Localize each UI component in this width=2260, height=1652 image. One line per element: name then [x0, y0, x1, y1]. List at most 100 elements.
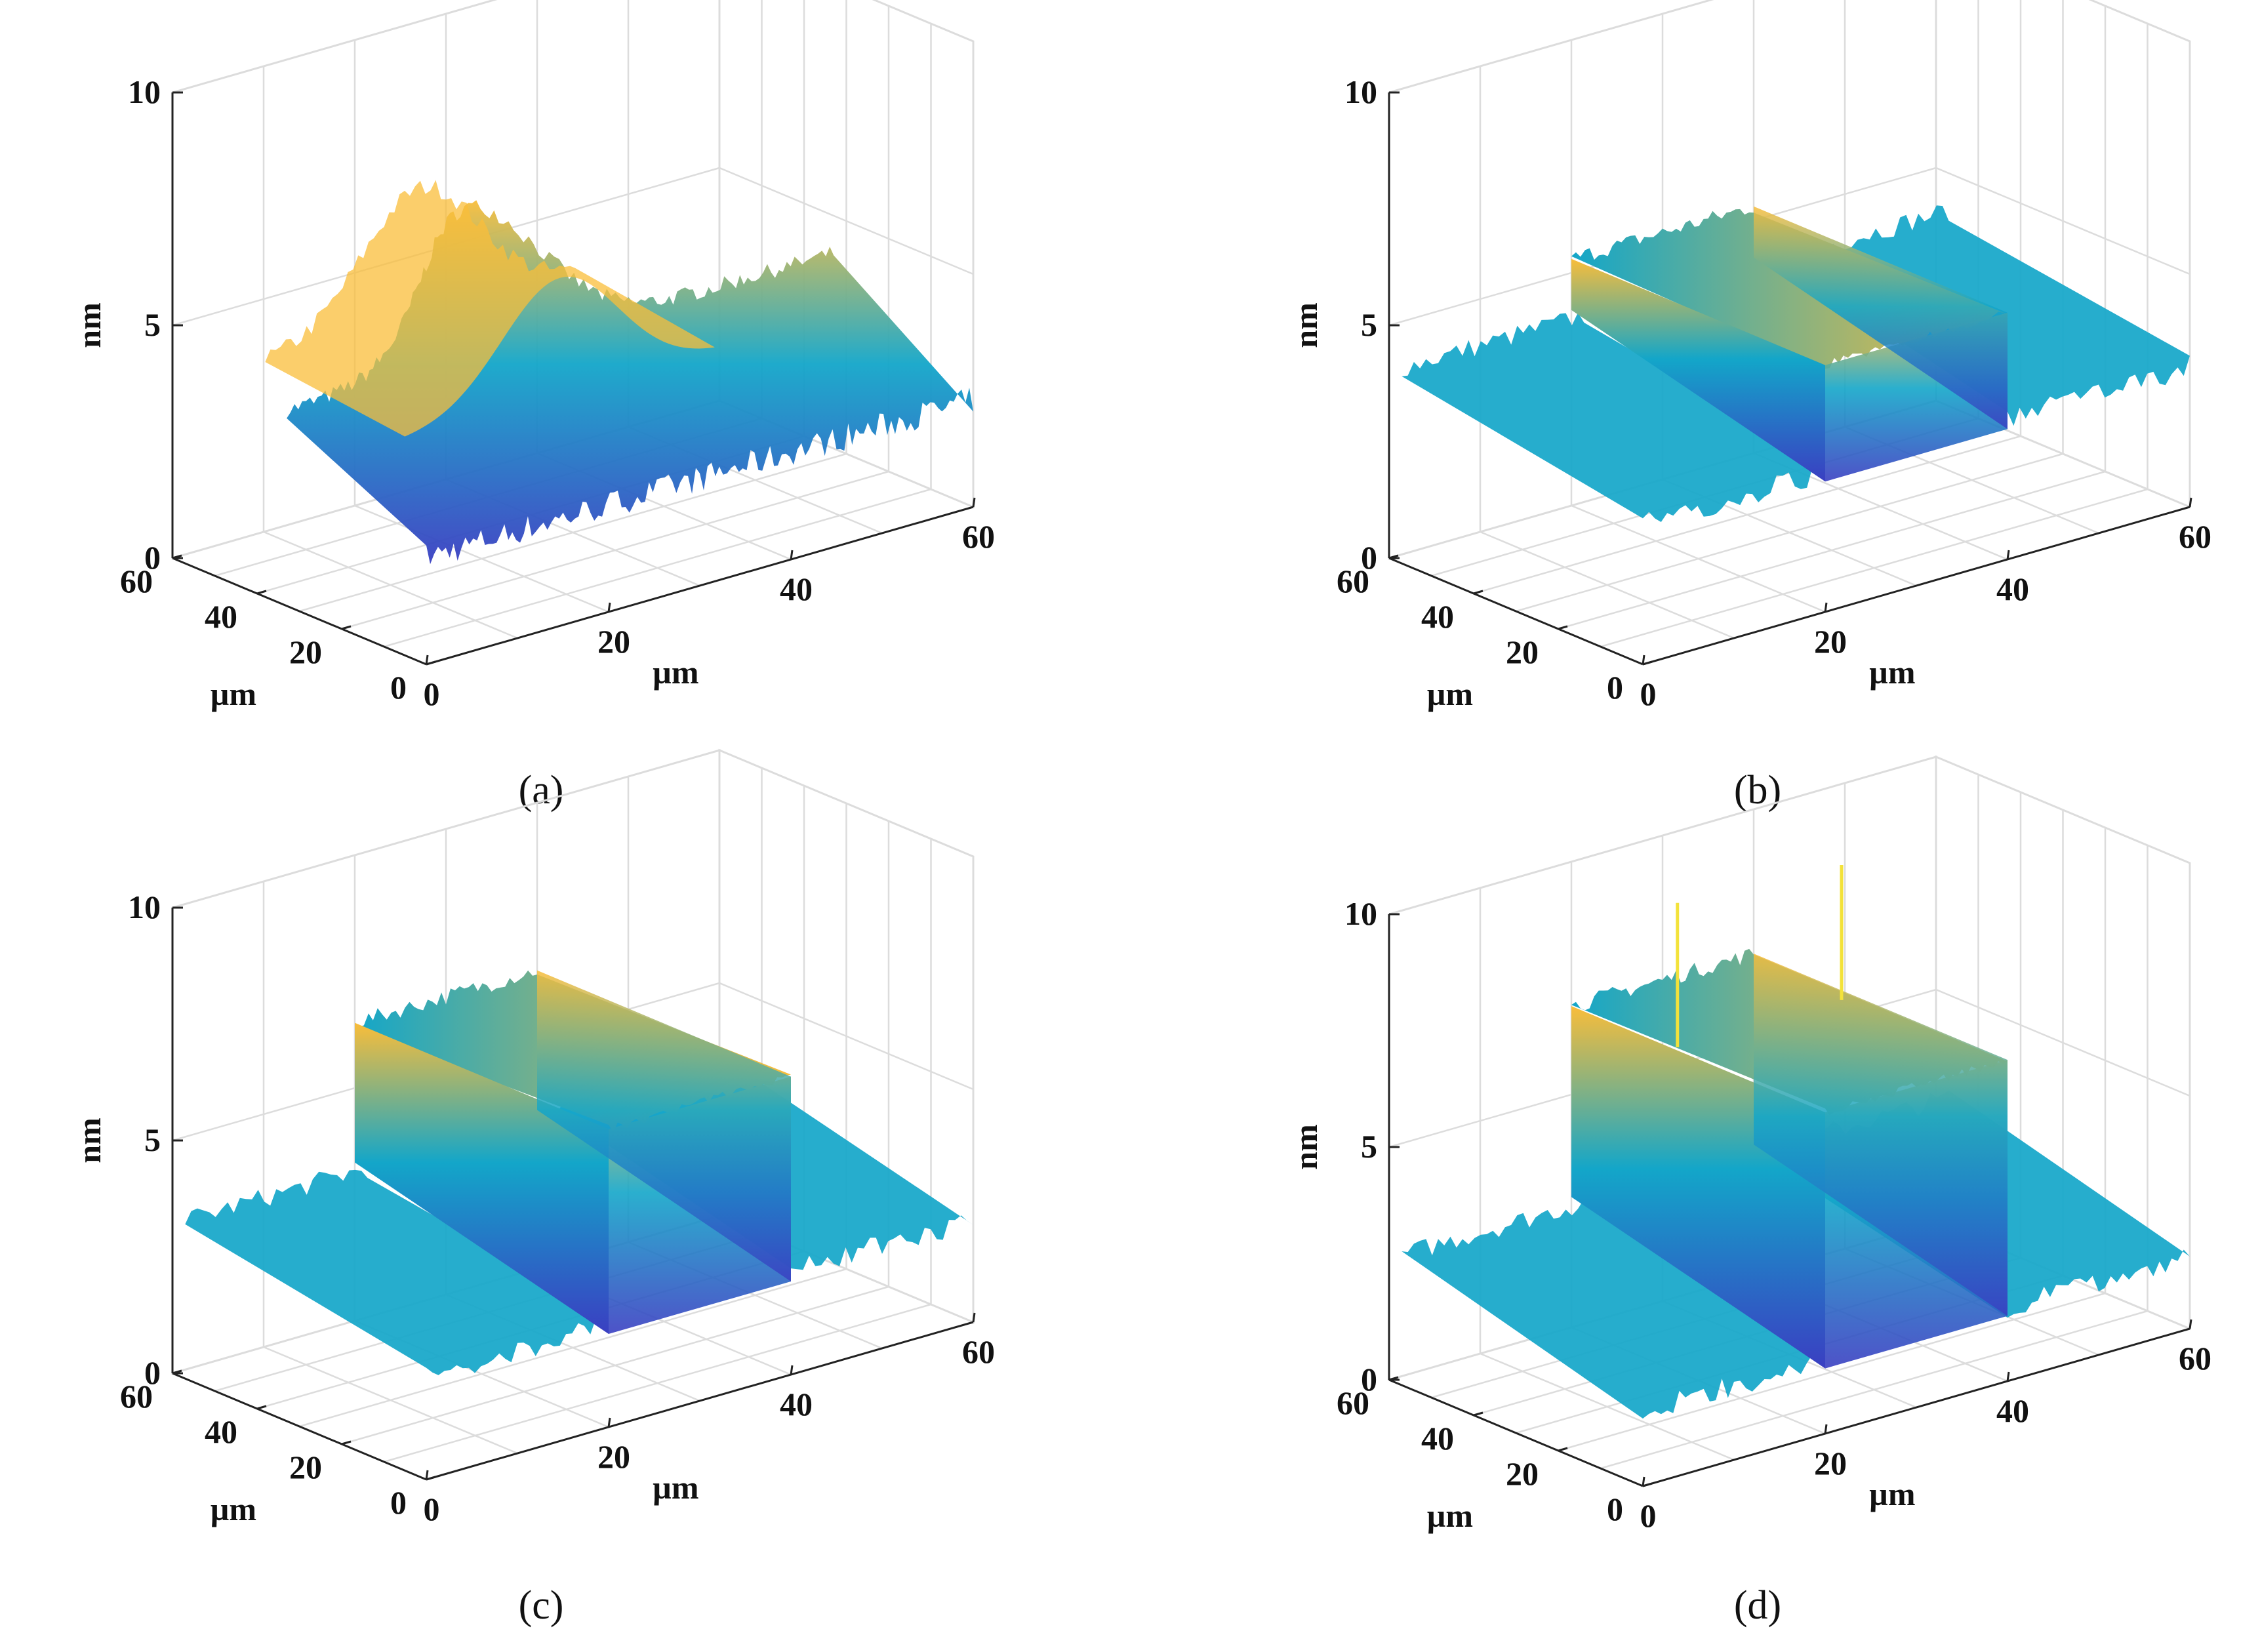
- y-tick-label: 60: [120, 1378, 153, 1415]
- x-axis-line: [1642, 506, 2190, 666]
- x-tick-label: 40: [1996, 571, 2029, 607]
- y-tick-mark: [256, 590, 267, 595]
- y-axis-label: µm: [211, 675, 256, 712]
- surface-peak: [265, 180, 715, 437]
- raised-block-left-face: [355, 1022, 609, 1334]
- y-tick-mark: [1642, 1482, 1653, 1487]
- x-tick-mark: [1642, 1476, 1645, 1487]
- x-tick-mark: [607, 602, 611, 613]
- raised-block-left-face: [1571, 258, 1825, 482]
- y-tick-label: 0: [390, 669, 407, 706]
- y-tick-label: 20: [1506, 634, 1539, 670]
- z-tick-label: 10: [1344, 73, 1377, 110]
- y-tick-mark: [341, 625, 352, 630]
- x-tick-mark: [1642, 655, 1645, 665]
- x-axis-label: µm: [1869, 654, 1915, 691]
- x-tick-mark: [790, 1365, 794, 1375]
- x-axis-line: [426, 1321, 974, 1481]
- x-tick-mark: [972, 497, 976, 508]
- z-axis-label: nm: [71, 1118, 108, 1163]
- x-tick-mark: [425, 1470, 429, 1480]
- x-tick-label: 60: [2179, 518, 2211, 555]
- x-tick-label: 0: [424, 675, 440, 712]
- raised-block-right-face: [1754, 206, 2008, 430]
- x-tick-label: 40: [780, 1386, 813, 1422]
- surface: [265, 180, 974, 565]
- x-tick-mark: [2006, 1371, 2010, 1382]
- y-axis-line: [1388, 1379, 1644, 1487]
- low-plateau-left: [185, 1169, 609, 1375]
- panel-caption: (c): [519, 1583, 564, 1628]
- x-tick-label: 0: [1640, 1497, 1657, 1534]
- x-axis-label: µm: [653, 654, 698, 691]
- y-tick-label: 20: [1506, 1455, 1539, 1492]
- x-tick-label: 20: [1814, 623, 1847, 660]
- y-tick-label: 40: [1421, 1420, 1454, 1457]
- raised-block-right-face: [1754, 954, 2008, 1316]
- y-tick-mark: [1642, 660, 1653, 666]
- x-tick-mark: [2189, 497, 2192, 508]
- z-tick-label: 10: [1344, 895, 1377, 932]
- surface: [1402, 205, 2190, 522]
- x-tick-mark: [1824, 1424, 1828, 1434]
- y-tick-label: 20: [289, 1449, 322, 1485]
- y-tick-mark: [426, 1476, 436, 1481]
- z-tick-label: 5: [1361, 306, 1377, 343]
- panel-caption: (d): [1734, 1583, 1781, 1628]
- x-tick-label: 20: [597, 1438, 630, 1475]
- y-tick-label: 40: [1421, 598, 1454, 635]
- low-plateau-left: [1402, 312, 1825, 522]
- x-tick-mark: [2189, 1319, 2192, 1329]
- x-tick-mark: [972, 1312, 976, 1323]
- y-axis-line: [172, 1372, 427, 1481]
- z-tick-label: 0: [1361, 1361, 1377, 1398]
- x-tick-mark: [2006, 550, 2010, 560]
- y-axis-label: µm: [1427, 675, 1473, 712]
- x-tick-mark: [790, 550, 794, 560]
- z-tick-label: 0: [1361, 539, 1377, 576]
- raised-block-right-face: [537, 970, 791, 1281]
- y-tick-label: 20: [289, 634, 322, 670]
- y-tick-mark: [1473, 590, 1483, 595]
- y-tick-mark: [426, 660, 436, 666]
- x-axis-line: [426, 506, 974, 666]
- y-axis-label: µm: [211, 1491, 256, 1527]
- x-tick-label: 40: [780, 571, 813, 607]
- y-axis-line: [1388, 557, 1644, 666]
- z-tick-label: 10: [128, 73, 161, 110]
- y-tick-mark: [1558, 1447, 1568, 1452]
- x-tick-label: 40: [1996, 1392, 2029, 1429]
- z-tick-label: 5: [144, 1121, 161, 1158]
- y-tick-mark: [1558, 625, 1568, 630]
- y-tick-label: 60: [120, 563, 153, 599]
- y-tick-mark: [256, 1405, 267, 1410]
- x-tick-label: 60: [2179, 1340, 2211, 1377]
- z-axis-label: nm: [71, 302, 108, 348]
- x-tick-mark: [1824, 602, 1828, 613]
- y-axis-line: [172, 557, 427, 666]
- x-axis-label: µm: [1869, 1476, 1915, 1512]
- z-axis-label: nm: [1287, 1124, 1324, 1169]
- x-tick-mark: [607, 1417, 611, 1428]
- y-tick-label: 40: [205, 598, 237, 635]
- x-tick-label: 20: [1814, 1445, 1847, 1481]
- y-tick-mark: [1473, 1411, 1483, 1417]
- x-tick-label: 60: [962, 1333, 995, 1370]
- panel-caption: (b): [1734, 768, 1781, 813]
- x-tick-label: 20: [597, 623, 630, 660]
- x-axis-line: [1642, 1327, 2190, 1487]
- z-tick-label: 0: [144, 539, 161, 576]
- surface: [185, 970, 973, 1375]
- x-tick-label: 0: [424, 1491, 440, 1527]
- x-tick-label: 60: [962, 518, 995, 555]
- z-axis-label: nm: [1287, 302, 1324, 348]
- x-tick-mark: [425, 655, 429, 665]
- y-tick-label: 0: [1607, 1491, 1623, 1527]
- y-tick-label: 0: [1607, 669, 1623, 706]
